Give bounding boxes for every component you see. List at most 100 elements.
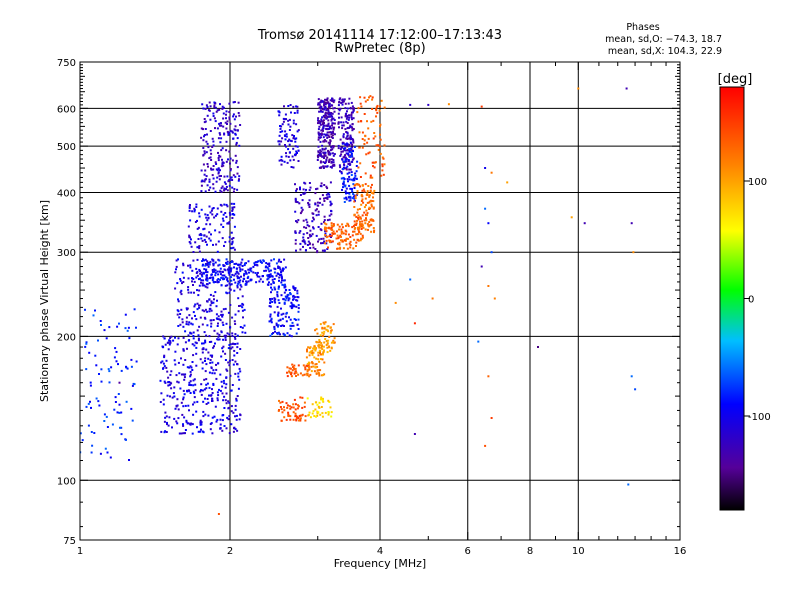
scatter-point	[333, 224, 335, 227]
scatter-point	[289, 324, 292, 327]
scatter-point	[217, 171, 220, 174]
scatter-point	[189, 264, 192, 267]
scatter-point	[321, 399, 324, 402]
scatter-point	[365, 217, 367, 220]
scatter-point	[202, 154, 205, 157]
scatter-point	[107, 368, 110, 371]
scatter-point	[225, 427, 228, 430]
scatter-point	[315, 347, 318, 350]
scatter-point	[301, 199, 304, 202]
scatter-point	[190, 366, 193, 369]
scatter-point	[328, 127, 330, 130]
scatter-point	[297, 304, 300, 307]
scatter-point	[212, 259, 215, 262]
scatter-point	[206, 114, 209, 117]
scatter-point	[349, 106, 352, 109]
colorbar-tick-label: 100	[748, 177, 767, 188]
scatter-point	[373, 166, 376, 169]
scatter-point	[292, 147, 295, 150]
scatter-point	[274, 301, 277, 304]
scatter-point	[306, 350, 308, 353]
scatter-point	[291, 363, 294, 366]
scatter-point	[98, 373, 100, 375]
scatter-point	[341, 103, 344, 106]
scatter-point	[359, 162, 362, 165]
scatter-point	[226, 416, 229, 419]
scatter-point	[222, 164, 225, 167]
scatter-point	[320, 118, 323, 121]
scatter-point	[332, 145, 335, 148]
scatter-point	[201, 430, 204, 433]
scatter-point	[202, 415, 205, 418]
scatter-point	[214, 269, 217, 272]
scatter-point	[281, 283, 284, 286]
scatter-point	[236, 363, 238, 366]
scatter-point	[296, 415, 299, 418]
scatter-point	[234, 133, 237, 136]
scatter-point	[323, 327, 326, 330]
scatter-point	[85, 341, 88, 344]
scatter-point	[223, 274, 226, 277]
scatter-point	[221, 237, 224, 240]
scatter-point	[182, 424, 185, 427]
scatter-point	[178, 316, 181, 319]
scatter-point	[337, 104, 340, 107]
scatter-point	[201, 275, 204, 278]
scatter-point	[379, 138, 382, 141]
scatter-point	[351, 197, 354, 200]
scatter-point	[291, 303, 294, 306]
scatter-point	[217, 322, 219, 325]
scatter-point	[212, 207, 215, 209]
scatter-point	[211, 372, 214, 375]
scatter-point	[202, 147, 205, 149]
scatter-point	[570, 216, 573, 219]
scatter-point	[323, 242, 326, 245]
scatter-point	[236, 395, 239, 397]
scatter-point	[211, 207, 214, 210]
scatter-point	[226, 130, 229, 133]
scatter-point	[205, 140, 208, 143]
scatter-point	[213, 216, 216, 219]
scatter-point	[240, 285, 243, 288]
scatter-point	[346, 134, 349, 137]
scatter-point	[282, 279, 285, 282]
scatter-point	[238, 266, 241, 269]
scatter-point	[292, 418, 295, 421]
scatter-point	[204, 258, 207, 261]
scatter-point	[299, 194, 302, 196]
scatter-point	[339, 247, 341, 250]
scatter-point	[321, 144, 324, 147]
scatter-point	[328, 218, 331, 221]
scatter-point	[293, 318, 296, 320]
scatter-point	[243, 264, 246, 267]
scatter-point	[356, 193, 358, 196]
scatter-point	[364, 219, 367, 222]
scatter-point	[313, 415, 316, 417]
scatter-point	[269, 334, 272, 337]
scatter-point	[311, 233, 314, 236]
scatter-point	[332, 159, 335, 161]
scatter-point	[222, 106, 225, 109]
scatter-point	[196, 227, 199, 230]
scatter-point	[324, 234, 327, 237]
scatter-point	[332, 146, 335, 149]
scatter-point	[309, 346, 312, 349]
scatter-point	[294, 200, 297, 203]
scatter-point	[381, 156, 384, 159]
scatter-point	[195, 203, 198, 206]
scatter-point	[353, 213, 356, 216]
scatter-point	[327, 151, 330, 154]
scatter-point	[339, 107, 342, 110]
scatter-point	[317, 98, 320, 101]
scatter-point	[323, 349, 325, 352]
scatter-point	[217, 151, 219, 154]
scatter-point	[224, 121, 227, 124]
scatter-point	[344, 128, 347, 131]
scatter-point	[317, 345, 320, 348]
scatter-point	[299, 396, 302, 399]
scatter-point	[270, 259, 273, 262]
scatter-point	[323, 139, 326, 141]
scatter-point	[294, 403, 297, 406]
scatter-point	[217, 264, 220, 267]
scatter-point	[239, 288, 242, 291]
